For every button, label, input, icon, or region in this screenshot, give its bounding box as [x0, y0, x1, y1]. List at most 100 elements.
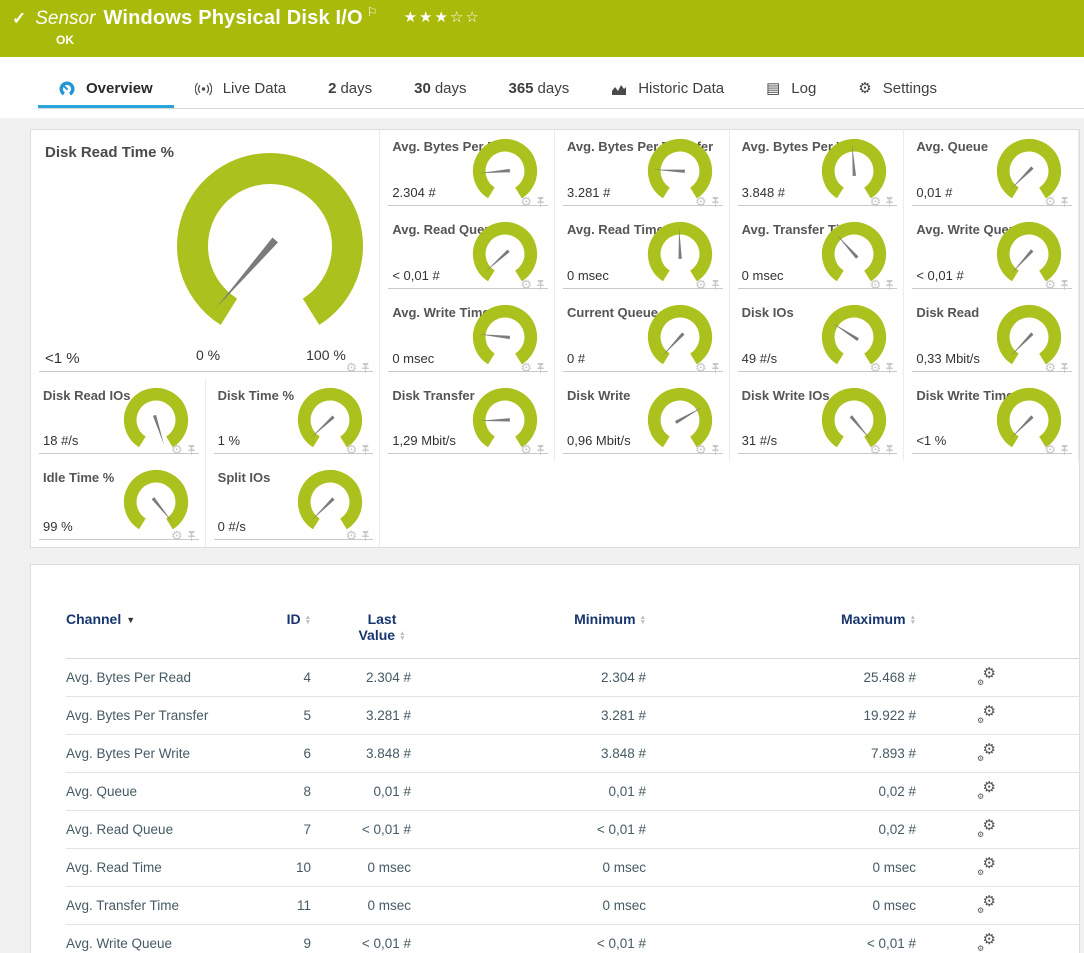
gear-icon[interactable]: ⚙	[1044, 194, 1056, 209]
pin-icon[interactable]	[884, 279, 895, 291]
gear-icon[interactable]: ⚙	[345, 360, 358, 375]
gauge-cell: Avg. Write Time 0 msec ⚙	[380, 296, 555, 379]
flag-icon[interactable]: ⚐	[366, 5, 378, 19]
gear-icon[interactable]: ⚙	[520, 442, 532, 457]
column-header-channel[interactable]: Channel ▼	[66, 611, 136, 627]
sort-icon: ▲ ▼	[639, 614, 646, 627]
column-header-last-value[interactable]: Last Value ▲ ▼	[358, 611, 406, 643]
pin-icon[interactable]	[535, 279, 546, 291]
tab-live-data[interactable]: Live Data	[174, 71, 307, 108]
sort-icon: ▲ ▼	[304, 614, 311, 627]
gear-icon[interactable]: ⚙	[345, 442, 358, 457]
gear-icon[interactable]: ⚙	[520, 194, 532, 209]
gauge-cell: Disk Time % 1 % ⚙	[206, 379, 381, 461]
gear-icon[interactable]: ⚙	[520, 277, 532, 292]
pin-icon[interactable]	[1059, 362, 1070, 374]
pin-icon[interactable]	[1059, 196, 1070, 208]
channel-settings-gear-icon[interactable]: ⚙ ⚙	[977, 817, 996, 839]
tab-historic-data[interactable]: Historic Data	[590, 71, 745, 108]
gauge-value: < 0,01 #	[392, 268, 440, 283]
gear-icon[interactable]: ⚙	[171, 528, 183, 543]
channel-name[interactable]: Avg. Write Queue	[66, 936, 173, 951]
tab-label: days	[537, 80, 570, 97]
gear-icon[interactable]: ⚙	[1044, 277, 1056, 292]
pin-icon[interactable]	[360, 530, 371, 542]
pin-icon[interactable]	[360, 362, 371, 374]
gear-icon[interactable]: ⚙	[695, 360, 707, 375]
gauge-value: 49 #/s	[741, 351, 778, 366]
gear-icon[interactable]: ⚙	[1044, 360, 1056, 375]
pin-icon[interactable]	[884, 362, 895, 374]
gauge-cell: Disk Read IOs 18 #/s ⚙	[31, 379, 206, 461]
column-header-minimum[interactable]: Minimum ▲ ▼	[574, 611, 646, 627]
channel-name[interactable]: Avg. Bytes Per Read	[66, 670, 192, 685]
pin-icon[interactable]	[710, 444, 721, 456]
gauge-value: 1 %	[217, 433, 241, 448]
channel-name[interactable]: Avg. Bytes Per Transfer	[66, 708, 209, 723]
pin-icon[interactable]	[710, 362, 721, 374]
priority-stars[interactable]: ★★★☆☆	[403, 9, 481, 26]
pin-icon[interactable]	[710, 196, 721, 208]
channel-name[interactable]: Avg. Read Time	[66, 860, 162, 875]
gauge-cell: Split IOs 0 #/s ⚙	[206, 461, 381, 547]
channel-name[interactable]: Avg. Bytes Per Write	[66, 746, 191, 761]
tab-30-days[interactable]: 30 days	[414, 80, 467, 97]
sort-icon: ▲ ▼	[909, 614, 916, 627]
channel-settings-gear-icon[interactable]: ⚙ ⚙	[977, 665, 996, 687]
pin-icon[interactable]	[535, 444, 546, 456]
gauge	[822, 221, 887, 287]
channel-name[interactable]: Avg. Read Queue	[66, 822, 174, 837]
channel-settings-gear-icon[interactable]: ⚙ ⚙	[977, 779, 996, 801]
tab-label: Historic Data	[638, 80, 725, 97]
gauge-cell: Avg. Queue 0,01 # ⚙	[904, 130, 1079, 213]
pin-icon[interactable]	[186, 530, 197, 542]
tab-settings[interactable]: ⚙ Settings	[837, 71, 958, 108]
pin-icon[interactable]	[535, 362, 546, 374]
tab-2-days[interactable]: 2 days	[328, 80, 373, 97]
gear-icon[interactable]: ⚙	[869, 194, 882, 209]
gauge-value: 18 #/s	[43, 433, 79, 448]
pin-icon[interactable]	[1059, 279, 1070, 291]
gauge-cell: Idle Time % 99 % ⚙	[31, 461, 206, 547]
gear-icon[interactable]: ⚙	[869, 442, 882, 457]
gear-icon[interactable]: ⚙	[520, 360, 532, 375]
column-header-id[interactable]: ID ▲ ▼	[286, 611, 311, 627]
column-header-maximum[interactable]: Maximum ▲ ▼	[840, 611, 916, 627]
table-row: Avg. Write Queue 9 < 0,01 # < 0,01 # < 0…	[66, 925, 1079, 953]
pin-icon[interactable]	[884, 444, 895, 456]
gauge-value: 0 msec	[567, 268, 609, 283]
pin-icon[interactable]	[535, 196, 546, 208]
channel-settings-gear-icon[interactable]: ⚙ ⚙	[977, 703, 996, 725]
gauge	[647, 138, 712, 204]
channel-name[interactable]: Avg. Transfer Time	[66, 898, 180, 913]
gear-icon[interactable]: ⚙	[869, 277, 882, 292]
pin-icon[interactable]	[186, 444, 197, 456]
tab-log[interactable]: ▤ Log	[745, 71, 837, 108]
channel-settings-gear-icon[interactable]: ⚙ ⚙	[977, 741, 996, 763]
pin-icon[interactable]	[710, 279, 721, 291]
channel-name[interactable]: Avg. Queue	[66, 784, 138, 799]
tab-365-days[interactable]: 365 days	[508, 80, 570, 97]
channel-settings-gear-icon[interactable]: ⚙ ⚙	[977, 855, 996, 877]
gear-icon[interactable]: ⚙	[695, 442, 707, 457]
tab-overview[interactable]: Overview	[38, 71, 174, 108]
pin-icon[interactable]	[884, 196, 895, 208]
gauge-cell: Avg. Write Queue < 0,01 # ⚙	[904, 213, 1079, 296]
gear-icon[interactable]: ⚙	[171, 442, 183, 457]
gear-icon[interactable]: ⚙	[695, 194, 707, 209]
gear-icon[interactable]: ⚙	[869, 360, 882, 375]
gauge-value: 3.848 #	[741, 185, 786, 200]
gear-icon[interactable]: ⚙	[695, 277, 707, 292]
channel-settings-gear-icon[interactable]: ⚙ ⚙	[977, 931, 996, 953]
gauge-title: Disk Time %	[217, 388, 295, 403]
gauge-title: Disk Read Time %	[45, 144, 174, 161]
gauge-cell: Avg. Transfer Time 0 msec ⚙	[730, 213, 905, 296]
pin-icon[interactable]	[1059, 444, 1070, 456]
gear-icon[interactable]: ⚙	[1044, 442, 1056, 457]
channel-settings-gear-icon[interactable]: ⚙ ⚙	[977, 893, 996, 915]
gauge-title: Avg. Read Queue	[392, 222, 500, 237]
gauges-panel: Disk Read Time % 0 % 100 % <1 % ⚙ Avg. B…	[30, 129, 1080, 548]
gear-icon[interactable]: ⚙	[345, 528, 358, 543]
table-row: Avg. Read Queue 7 < 0,01 # < 0,01 # 0,02…	[66, 811, 1079, 849]
pin-icon[interactable]	[360, 444, 371, 456]
